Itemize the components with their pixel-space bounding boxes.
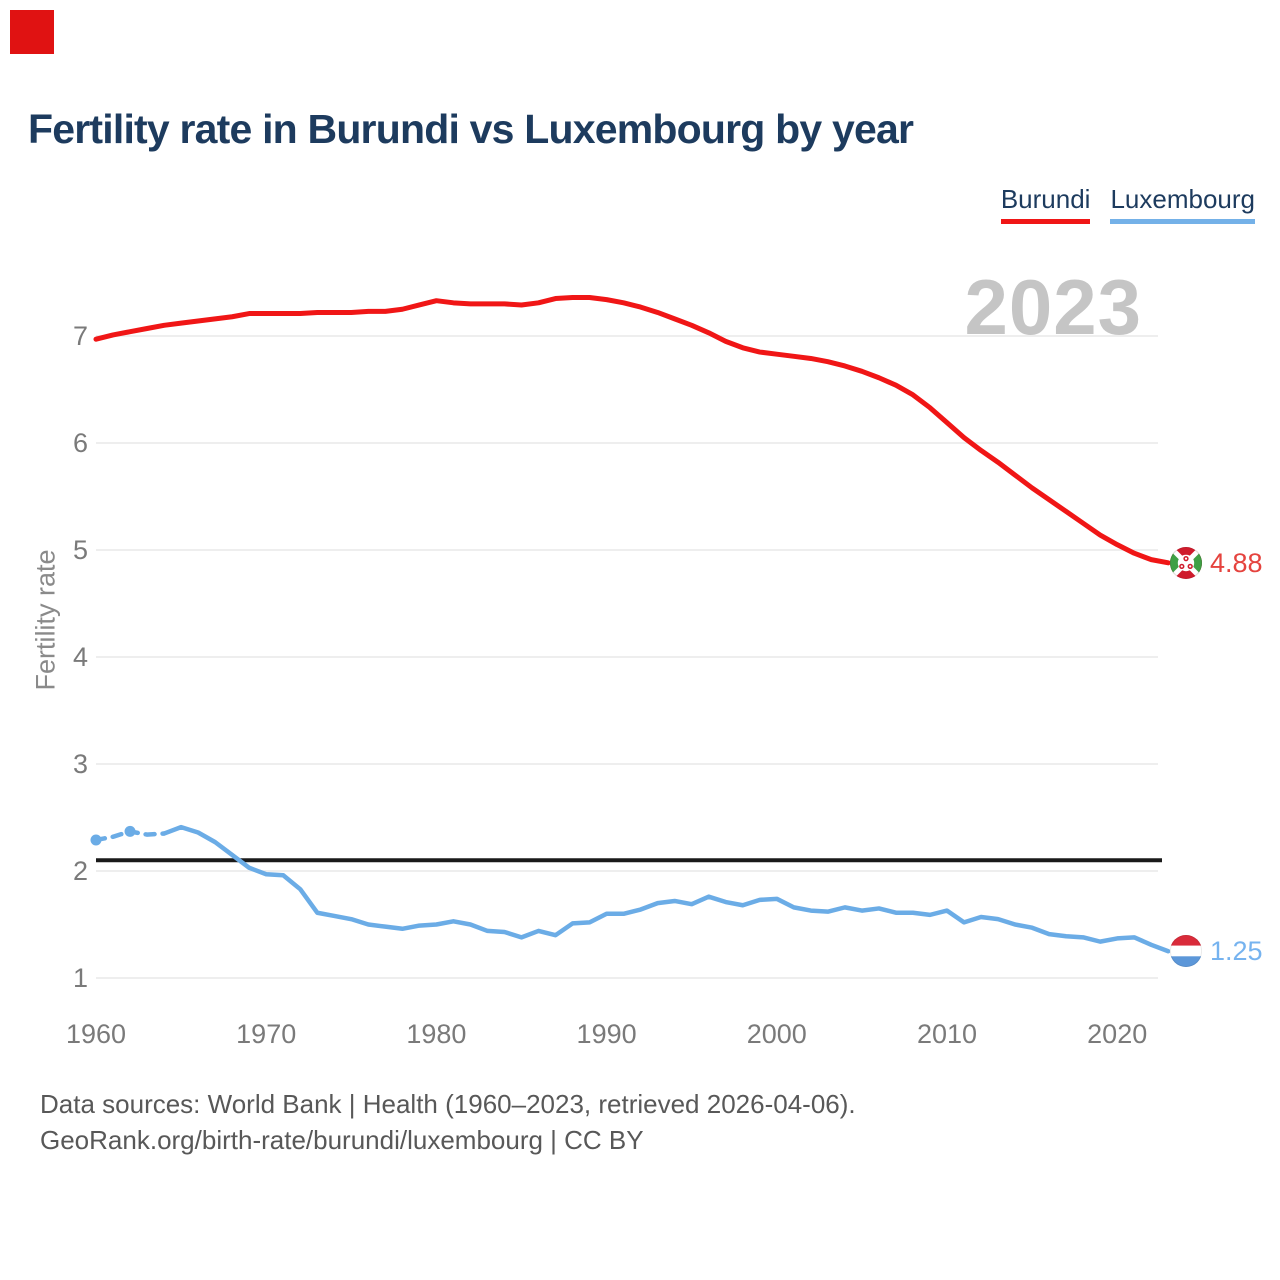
y-tick-label: 3 [73, 749, 88, 779]
x-tick-label: 1970 [236, 1019, 296, 1049]
burundi-line [93, 294, 1171, 566]
x-tick-label: 1990 [577, 1019, 637, 1049]
y-tick-label: 5 [73, 535, 88, 565]
y-tick-label: 7 [73, 321, 88, 351]
luxembourg-estimate-dot [124, 825, 136, 837]
y-tick-label: 2 [73, 856, 88, 886]
x-tick-label: 2020 [1087, 1019, 1147, 1049]
legend-swatch-burundi [1000, 219, 1091, 224]
red-corner-square [10, 10, 54, 54]
legend-label-burundi: Burundi [1000, 184, 1091, 214]
y-tick-label: 4 [73, 642, 88, 672]
gridlines [96, 335, 1158, 979]
x-tick-label: 2010 [917, 1019, 977, 1049]
legend-item-luxembourg[interactable]: Luxembourg [1110, 184, 1255, 224]
luxembourg-end-label: 1.25 [1170, 935, 1263, 967]
luxembourg-end-value: 1.25 [1210, 936, 1263, 966]
y-tick-label: 6 [73, 428, 88, 458]
page-title: Fertility rate in Burundi vs Luxembourg … [28, 106, 914, 152]
luxembourg-line [161, 824, 1171, 954]
y-axis-title: Fertility rate [30, 549, 61, 691]
footer: Data sources: World Bank | Health (1960–… [40, 1086, 856, 1158]
burundi-end-value: 4.88 [1210, 548, 1263, 578]
burundi-flag-icon [1170, 547, 1202, 579]
footer-url-line: GeoRank.org/birth-rate/burundi/luxembour… [40, 1125, 644, 1155]
footer-sources-line: Data sources: World Bank | Health (1960–… [40, 1089, 856, 1119]
legend-label-luxembourg: Luxembourg [1110, 184, 1255, 214]
legend: Burundi Luxembourg [1000, 184, 1255, 224]
x-tick-label: 1960 [66, 1019, 126, 1049]
luxembourg-flag-icon [1170, 935, 1202, 967]
y-tick-label: 1 [73, 963, 88, 993]
luxembourg-estimate-dot [90, 834, 102, 846]
axis-tick-labels: 1 2 3 4 5 6 7 1960 1970 1980 1990 2000 2010 2020 [66, 321, 1147, 1049]
legend-item-burundi[interactable]: Burundi [1000, 184, 1091, 224]
x-tick-label: 1980 [406, 1019, 466, 1049]
legend-swatch-luxembourg [1110, 219, 1255, 224]
x-tick-label: 2000 [747, 1019, 807, 1049]
burundi-end-label: 4.88 [1170, 547, 1263, 579]
